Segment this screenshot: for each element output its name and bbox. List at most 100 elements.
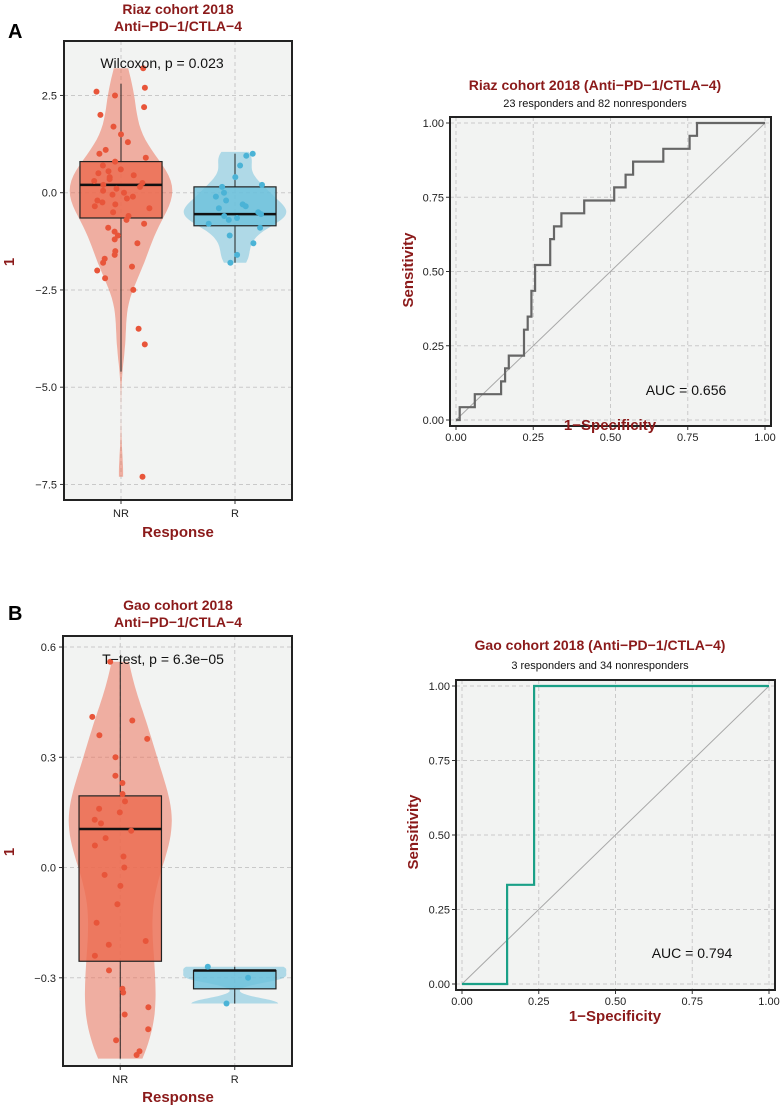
data-point xyxy=(129,263,135,270)
stat-annotation: Wilcoxon, p = 0.023 xyxy=(100,55,224,71)
data-point xyxy=(93,88,100,95)
data-point xyxy=(93,919,100,926)
data-point xyxy=(94,197,101,204)
plot-border xyxy=(62,635,293,1067)
data-point xyxy=(139,473,146,480)
x-tick-label: 1.00 xyxy=(754,432,775,444)
data-point xyxy=(141,84,148,91)
data-point xyxy=(112,754,119,761)
data-point xyxy=(99,162,106,169)
plot-area: 0.000.00 0.25 0.25 0.50 0.50 0.75 0.75 1.00 1.00 xyxy=(423,116,776,444)
x-tick-label: 0.25 xyxy=(528,996,549,1008)
data-point xyxy=(242,203,249,210)
y-tick-label: −0.3 xyxy=(34,973,56,985)
data-point xyxy=(142,938,149,944)
data-point xyxy=(100,259,107,266)
data-point xyxy=(122,798,128,805)
data-point xyxy=(100,187,107,194)
x-axis-label: Response xyxy=(142,1089,214,1106)
data-point xyxy=(145,1026,152,1033)
data-point xyxy=(119,791,126,797)
y-tick-label: 0.25 xyxy=(429,905,450,917)
data-point xyxy=(130,172,137,179)
data-point xyxy=(144,735,151,742)
x-tick-label: 0.75 xyxy=(677,432,698,444)
auc-annotation: AUC = 0.794 xyxy=(652,945,733,961)
data-point xyxy=(135,325,142,332)
plot-area: 0.6 0.3 0.0 −0.3 NR R xyxy=(34,635,293,1086)
data-point xyxy=(116,809,123,816)
data-point xyxy=(105,224,112,231)
box-R xyxy=(193,186,277,227)
x-axis-label: 1−Specificity xyxy=(564,417,657,434)
data-point xyxy=(110,123,117,130)
x-tick-label: 0.00 xyxy=(451,996,472,1008)
data-point xyxy=(117,166,124,173)
data-point xyxy=(98,820,104,827)
data-point xyxy=(106,967,112,974)
y-tick-label: 0.25 xyxy=(423,341,444,353)
y-axis-label: 1 xyxy=(1,258,18,266)
panel-letter-b: B xyxy=(8,603,22,625)
chart-title-line1: Gao cohort 2018 xyxy=(123,597,233,613)
data-point xyxy=(221,189,227,196)
data-point xyxy=(237,162,244,169)
data-point xyxy=(105,168,112,175)
x-tick-label: 1.00 xyxy=(758,996,779,1008)
data-point xyxy=(121,864,128,871)
y-tick-label: 0.0 xyxy=(42,188,57,200)
plot-area: 2.5 0.0 −2.5 −5.0 −7.5 NR R xyxy=(35,40,293,520)
data-point xyxy=(94,267,101,274)
auc-annotation: AUC = 0.656 xyxy=(646,382,727,398)
data-point xyxy=(97,111,104,118)
data-point xyxy=(257,224,264,231)
data-point xyxy=(102,835,109,842)
data-point xyxy=(102,146,109,153)
data-point xyxy=(118,131,124,138)
data-point xyxy=(258,211,264,218)
data-point xyxy=(119,780,126,786)
data-point xyxy=(215,205,222,212)
data-point xyxy=(96,732,103,739)
violin-chart-b: 0.6 0.3 0.0 −0.3 NR R Gao cohort 2018 Anti−PD… xyxy=(1,597,293,1106)
data-point xyxy=(109,191,116,198)
chart-title-line2: Anti−PD−1/CTLA−4 xyxy=(114,614,242,630)
data-point xyxy=(219,183,226,190)
data-point xyxy=(123,216,130,223)
data-point xyxy=(120,853,127,860)
chart-title: Riaz cohort 2018 (Anti−PD−1/CTLA−4) xyxy=(469,77,721,93)
data-point xyxy=(102,275,109,282)
data-point xyxy=(123,195,130,202)
y-tick-label: −5.0 xyxy=(35,382,57,394)
y-axis-label: Sensitivity xyxy=(405,794,422,870)
data-point xyxy=(100,181,107,188)
data-point xyxy=(212,193,219,200)
y-tick-label: 0.0 xyxy=(41,863,56,875)
data-point xyxy=(142,154,149,161)
data-point xyxy=(223,197,230,204)
data-point xyxy=(111,236,118,243)
y-tick-label: 1.00 xyxy=(423,118,444,130)
data-point xyxy=(89,713,96,720)
y-tick-label: 0.50 xyxy=(429,830,450,842)
data-point xyxy=(130,286,137,293)
data-point xyxy=(134,240,141,247)
plot-border xyxy=(449,116,772,427)
data-point xyxy=(91,203,98,210)
data-point xyxy=(249,150,256,157)
data-point xyxy=(243,152,250,159)
x-tick-label: R xyxy=(231,508,239,520)
data-point xyxy=(141,341,148,348)
data-point xyxy=(245,974,252,981)
data-point xyxy=(106,176,113,183)
data-point xyxy=(120,989,127,996)
data-point xyxy=(146,205,153,212)
plot-border xyxy=(455,679,776,991)
data-point xyxy=(99,199,106,206)
data-point xyxy=(113,1037,120,1044)
y-axis-label: 1 xyxy=(1,848,18,856)
data-point xyxy=(227,259,234,266)
diagonal-reference-line xyxy=(455,122,766,421)
box-R xyxy=(192,969,277,990)
